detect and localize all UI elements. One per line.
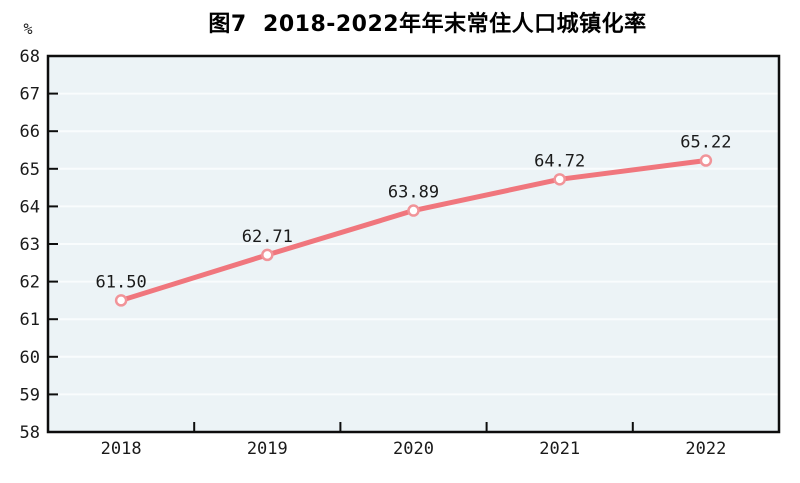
x-tick-label: 2021 bbox=[539, 439, 580, 459]
y-tick-label: 62 bbox=[20, 273, 40, 293]
chart-title: 图7 2018-2022年年末常住人口城镇化率 bbox=[208, 12, 647, 37]
y-tick-label: 65 bbox=[20, 160, 40, 180]
y-axis-unit-label: % bbox=[23, 20, 33, 38]
data-point-label: 63.89 bbox=[388, 183, 439, 203]
y-tick-label: 64 bbox=[20, 197, 40, 217]
y-tick-label: 59 bbox=[20, 385, 40, 405]
data-point-marker bbox=[699, 154, 713, 167]
x-tick-label: 2018 bbox=[101, 439, 142, 459]
data-point-marker bbox=[553, 173, 566, 186]
y-tick-label: 58 bbox=[20, 423, 40, 443]
y-tick-label: 67 bbox=[20, 85, 40, 105]
y-tick-label: 60 bbox=[20, 348, 40, 368]
y-tick-label: 66 bbox=[20, 122, 40, 142]
data-point-label: 61.50 bbox=[96, 272, 147, 292]
plot-border bbox=[46, 54, 781, 434]
x-tick-label: 2019 bbox=[247, 439, 288, 459]
x-tick-label: 2022 bbox=[685, 439, 726, 459]
data-point-marker bbox=[114, 294, 128, 307]
data-point-label: 64.72 bbox=[534, 151, 585, 171]
x-tick-label: 2020 bbox=[393, 439, 434, 459]
data-point-label: 65.22 bbox=[680, 133, 731, 153]
data-point-label: 62.71 bbox=[242, 227, 293, 247]
y-tick-label: 61 bbox=[20, 310, 40, 330]
y-tick-label: 68 bbox=[20, 47, 40, 67]
y-tick-label: 63 bbox=[20, 235, 40, 255]
data-point-marker bbox=[407, 204, 420, 217]
data-point-marker bbox=[261, 248, 274, 262]
